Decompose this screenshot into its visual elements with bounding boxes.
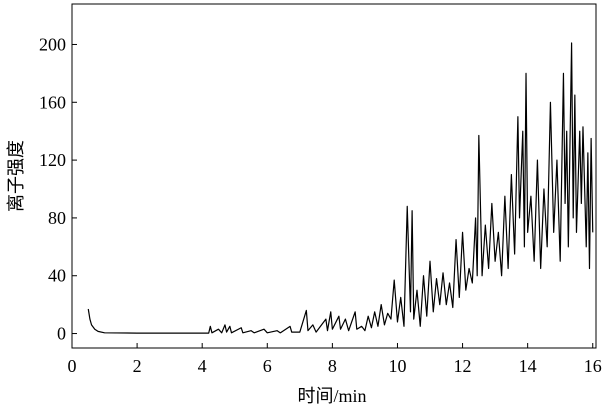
x-tick-label: 14 [519,356,537,376]
x-tick-label: 2 [133,356,142,376]
x-axis-label: 时间/min [297,386,366,406]
x-tick-label: 6 [263,356,272,376]
x-tick-label: 8 [328,356,337,376]
x-tick-label: 10 [388,356,406,376]
y-tick-label: 120 [39,150,66,170]
x-tick-label: 16 [584,356,602,376]
x-tick-label: 4 [198,356,207,376]
y-axis-label: 离子强度 [6,140,26,212]
y-tick-label: 40 [48,266,66,286]
data-line [87,42,594,334]
y-tick-label: 80 [48,208,66,228]
y-tick-label: 0 [57,324,66,344]
y-tick-label: 160 [39,92,66,112]
plot-frame [71,3,597,349]
x-tick-label: 12 [454,356,472,376]
x-tick-label: 0 [68,356,77,376]
y-tick-label: 200 [39,34,66,54]
